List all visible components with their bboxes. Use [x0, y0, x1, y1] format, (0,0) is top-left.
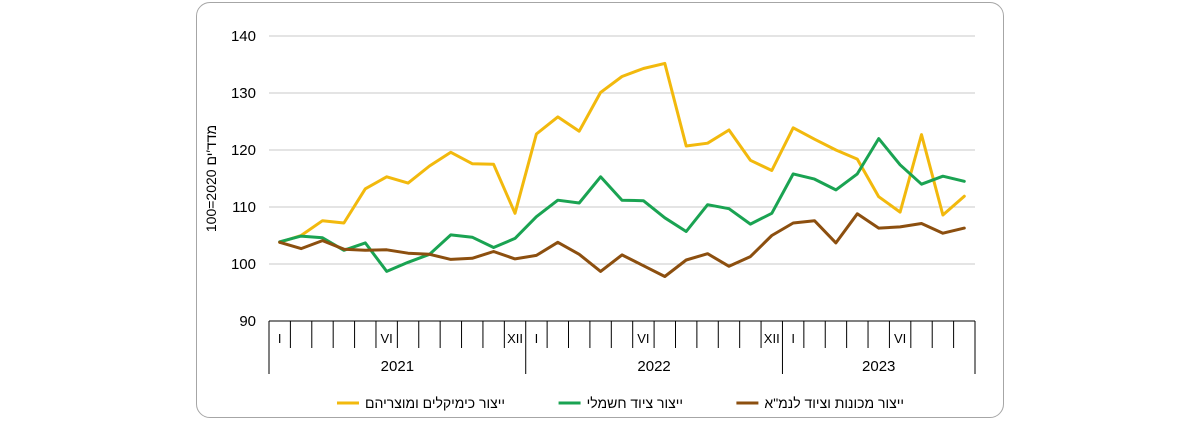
series-line-3	[278, 212, 966, 278]
y-tick-label: 140	[231, 28, 256, 45]
legend-label: ייצור כימיקלים ומוצריהם	[365, 395, 505, 411]
y-tick-label: 110	[232, 199, 256, 216]
x-tick-label: VI	[894, 331, 906, 346]
x-tick-label: VI	[637, 331, 649, 346]
x-tick-label: I	[791, 331, 795, 346]
x-tick-label: XII	[507, 331, 523, 346]
x-tick-label: VI	[381, 331, 393, 346]
y-tick-label: 100	[231, 256, 256, 273]
series-line-2	[278, 137, 966, 273]
y-tick-label: 130	[231, 85, 256, 102]
x-tick-label: I	[535, 331, 539, 346]
y-axis-title: מדד′ים 2020=100	[203, 125, 219, 232]
x-tick-label: I	[278, 331, 282, 346]
year-label: 2022	[637, 358, 670, 375]
legend-label: ייצור ציוד חשמלי	[587, 395, 683, 411]
year-label: 2023	[862, 358, 895, 375]
year-label: 2021	[381, 358, 414, 375]
series-line-1	[278, 61, 966, 244]
chart-frame	[196, 2, 1004, 418]
x-tick-label: XII	[764, 331, 780, 346]
y-tick-label: 90	[239, 313, 256, 330]
y-tick-label: 120	[231, 142, 256, 159]
legend-label: ייצור מכונות וציוד לנמ"א	[764, 395, 904, 411]
